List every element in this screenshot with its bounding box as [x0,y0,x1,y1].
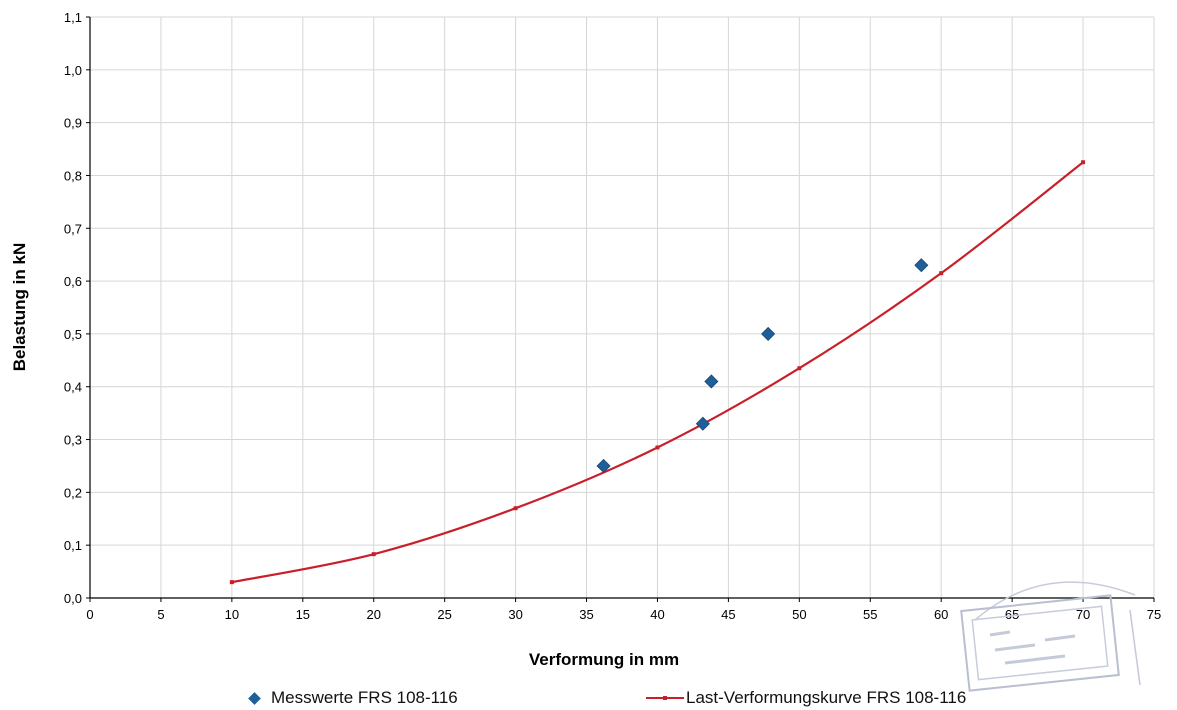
x-tick-label: 60 [934,607,948,622]
x-tick-label: 20 [366,607,380,622]
measurement-point [761,326,776,341]
curve-point [371,552,376,557]
axes [86,16,1155,602]
x-tick-label: 15 [296,607,310,622]
measurement-point [596,458,611,474]
x-tick-label: 55 [863,607,877,622]
curve-point [513,506,518,511]
x-tick-label: 5 [157,607,164,622]
y-tick-label: 0,4 [64,380,82,395]
measurement-point [695,416,710,431]
y-tick-labels: 0,0 0,1 0,2 0,3 0,4 0,5 0,6 0,7 0,8 0,9 1,0 1,1 [64,10,82,606]
x-tick-label: 45 [721,607,735,622]
x-tick-label: 50 [792,607,806,622]
y-tick-label: 0,7 [64,221,82,236]
y-tick-label: 0,3 [64,433,82,448]
y-tick-label: 1,1 [64,10,82,25]
legend-label-curve: Last-Verformungskurve FRS 108-116 [686,688,967,707]
x-tick-label: 75 [1147,607,1161,622]
measurement-point [704,374,719,389]
stamp-watermark [960,581,1141,692]
curve-point [939,271,944,276]
y-tick-label: 0,1 [64,538,82,553]
x-tick-label: 35 [579,607,593,622]
measurement-series [596,258,929,474]
y-tick-label: 1,0 [64,63,82,78]
x-tick-label: 70 [1076,607,1090,622]
gridlines [90,16,1155,598]
curve-point [655,445,660,450]
curve-point [797,366,802,371]
chart: 0 5 10 15 20 25 30 35 40 45 50 55 60 65 70 75 0,0 0,1 0,2… [10,10,1161,669]
legend-label-measurements: Messwerte FRS 108-116 [271,688,458,707]
y-tick-label: 0,8 [64,168,82,183]
x-tick-labels: 0 5 10 15 20 25 30 35 40 45 50 55 60 65 70 75 [86,607,1161,622]
y-tick-label: 0,6 [64,274,82,289]
x-tick-label: 30 [508,607,522,622]
y-tick-label: 0,5 [64,327,82,342]
x-tick-label: 25 [437,607,451,622]
y-axis-title: Belastung in kN [10,243,29,371]
diamond-marker-icon [248,691,261,705]
x-tick-label: 40 [650,607,664,622]
curve-point [229,580,234,585]
y-tick-label: 0,0 [64,591,82,606]
legend: Messwerte FRS 108-116 Last-Verformungsku… [0,688,1177,710]
legend-item-curve: Last-Verformungskurve FRS 108-116 [646,688,966,708]
x-axis-title: Verformung in mm [529,650,679,669]
line-marker-icon [646,696,684,700]
measurement-point [914,258,929,273]
legend-item-measurements: Messwerte FRS 108-116 [248,688,458,708]
y-tick-label: 0,9 [64,116,82,131]
x-tick-label: 0 [86,607,93,622]
x-tick-label: 65 [1005,607,1019,622]
x-tick-label: 10 [225,607,239,622]
fit-curve-series [229,160,1086,585]
y-tick-label: 0,2 [64,485,82,500]
curve-point [1081,160,1086,165]
